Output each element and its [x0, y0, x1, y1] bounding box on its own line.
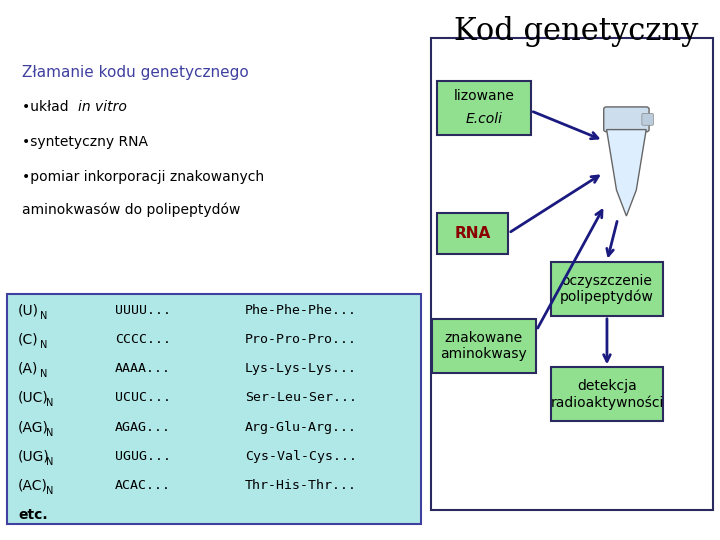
Text: CCCC...: CCCC...: [115, 333, 171, 346]
Text: Thr-His-Thr...: Thr-His-Thr...: [245, 479, 357, 492]
Text: (U): (U): [18, 303, 39, 318]
Text: •pomiar inkorporacji znakowanych: •pomiar inkorporacji znakowanych: [22, 170, 264, 184]
Text: in vitro: in vitro: [78, 100, 127, 114]
Text: (UC): (UC): [18, 391, 49, 405]
Text: E.coli: E.coli: [465, 112, 503, 126]
Text: aminokwasów do polipeptydów: aminokwasów do polipeptydów: [22, 202, 240, 217]
Text: Złamanie kodu genetycznego: Złamanie kodu genetycznego: [22, 65, 248, 80]
Text: oczyszczenie
polipeptydów: oczyszczenie polipeptydów: [560, 273, 654, 305]
Text: UGUG...: UGUG...: [115, 450, 171, 463]
FancyBboxPatch shape: [437, 81, 531, 135]
Text: (UG): (UG): [18, 449, 50, 463]
Text: (AC): (AC): [18, 478, 48, 492]
Text: (A): (A): [18, 362, 38, 376]
Text: (AG): (AG): [18, 420, 49, 434]
Text: etc.: etc.: [18, 508, 48, 522]
Text: detekcja
radioaktywności: detekcja radioaktywności: [550, 379, 664, 410]
Text: N: N: [46, 399, 53, 408]
Text: AAAA...: AAAA...: [115, 362, 171, 375]
Text: Lys-Lys-Lys...: Lys-Lys-Lys...: [245, 362, 357, 375]
FancyBboxPatch shape: [552, 367, 662, 421]
Text: Pro-Pro-Pro...: Pro-Pro-Pro...: [245, 333, 357, 346]
FancyBboxPatch shape: [603, 107, 649, 132]
Text: N: N: [40, 340, 47, 350]
Text: Arg-Glu-Arg...: Arg-Glu-Arg...: [245, 421, 357, 434]
Text: •syntetyczny RNA: •syntetyczny RNA: [22, 135, 148, 149]
Text: AGAG...: AGAG...: [115, 421, 171, 434]
Polygon shape: [606, 130, 647, 216]
Text: lizowane: lizowane: [454, 89, 514, 103]
Text: N: N: [40, 369, 47, 379]
Text: N: N: [46, 428, 53, 437]
Text: UCUC...: UCUC...: [115, 392, 171, 404]
FancyBboxPatch shape: [432, 319, 536, 373]
Text: Phe-Phe-Phe...: Phe-Phe-Phe...: [245, 304, 357, 317]
Text: •układ: •układ: [22, 100, 73, 114]
Text: N: N: [46, 486, 53, 496]
FancyBboxPatch shape: [431, 38, 713, 510]
Text: RNA: RNA: [454, 226, 490, 241]
Text: N: N: [46, 457, 53, 467]
FancyBboxPatch shape: [437, 213, 508, 254]
Text: UUUU...: UUUU...: [115, 304, 171, 317]
Text: Cys-Val-Cys...: Cys-Val-Cys...: [245, 450, 357, 463]
FancyBboxPatch shape: [7, 294, 421, 524]
Text: Ser-Leu-Ser...: Ser-Leu-Ser...: [245, 392, 357, 404]
Text: N: N: [40, 311, 47, 321]
FancyBboxPatch shape: [642, 113, 654, 125]
FancyBboxPatch shape: [552, 262, 662, 316]
Text: znakowane
aminokwasy: znakowane aminokwasy: [441, 330, 527, 361]
Text: (C): (C): [18, 333, 39, 347]
Text: Kod genetyczny: Kod genetyczny: [454, 16, 698, 47]
Text: ACAC...: ACAC...: [115, 479, 171, 492]
